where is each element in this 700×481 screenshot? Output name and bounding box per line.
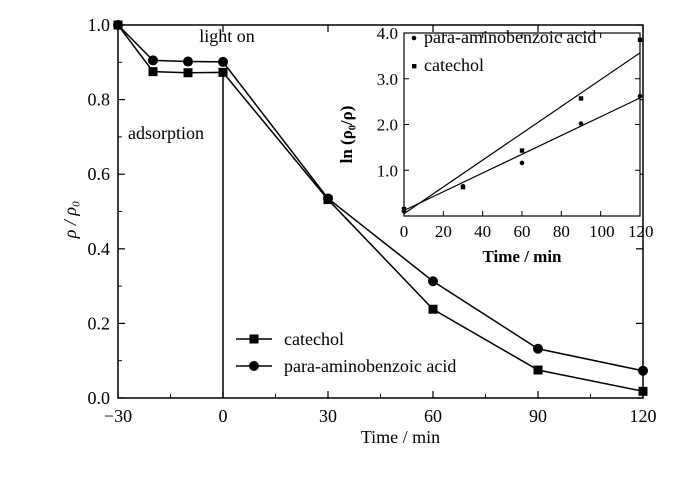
inset-point-catechol <box>637 37 643 43</box>
inset-x-tick-label: 120 <box>628 222 654 241</box>
legend-label: para-aminobenzoic acid <box>284 356 456 376</box>
inset-fit-line-catechol <box>403 52 641 215</box>
inset-fit-line-paba <box>403 97 641 212</box>
inset-point-catechol <box>578 96 584 101</box>
y-tick-label: 0.4 <box>88 239 111 259</box>
y-tick-label: 0.2 <box>88 313 111 333</box>
y-tick-label: 0.8 <box>88 90 111 110</box>
legend-marker-circle <box>249 361 259 371</box>
data-point-catechol <box>148 67 158 77</box>
x-tick-label: 60 <box>424 406 442 426</box>
inset-legend-marker <box>411 35 417 41</box>
inset-x-tick-label: 40 <box>474 222 491 241</box>
data-point-paba <box>323 193 333 204</box>
inset-point-paba <box>519 160 525 166</box>
legend-marker-square <box>249 334 259 344</box>
x-tick-label: 90 <box>529 406 547 426</box>
series-line-paba <box>117 24 644 372</box>
inset-point-paba <box>637 93 643 99</box>
series-line-catechol <box>117 24 644 393</box>
data-point-paba <box>183 56 193 67</box>
inset-x-tick-label: 100 <box>589 222 615 241</box>
data-point-catechol <box>533 365 543 375</box>
y-tick-label: 1.0 <box>88 15 111 35</box>
data-point-catechol <box>218 67 228 77</box>
inset-y-tick-label: 2.0 <box>377 116 398 135</box>
inset-frame <box>403 32 641 217</box>
annotation-light-on: light on <box>199 26 255 46</box>
inset-x-tick-label: 0 <box>400 222 409 241</box>
y-axis-label: ρ / ρ₀ <box>60 201 80 240</box>
data-point-catechol <box>183 68 193 78</box>
data-point-catechol <box>428 304 438 314</box>
inset-point-paba <box>578 121 584 126</box>
inset-x-axis-label: Time / min <box>482 247 562 266</box>
inset-legend-marker <box>412 64 417 69</box>
data-point-paba <box>533 343 543 354</box>
data-point-paba <box>148 55 158 66</box>
annotation-adsorption: adsorption <box>128 123 204 143</box>
data-point-catechol <box>638 386 648 396</box>
data-point-paba <box>638 365 648 376</box>
data-point-paba <box>218 56 228 67</box>
inset-y-tick-label: 1.0 <box>377 161 398 180</box>
y-tick-label: 0.0 <box>88 388 111 408</box>
inset-legend-label: para-aminobenzoic acid <box>424 27 596 47</box>
inset-x-tick-label: 20 <box>435 222 452 241</box>
inset-y-tick-label: 3.0 <box>377 70 398 89</box>
x-tick-label: 120 <box>630 406 657 426</box>
x-tick-label: −30 <box>104 406 132 426</box>
inset-point-catechol <box>519 148 525 153</box>
y-tick-label: 0.6 <box>88 164 111 184</box>
legend-label: catechol <box>284 329 344 349</box>
main-chart: −30 0 30 60 90 120 0.0 0.2 0.4 0.6 0.8 1.0 Time / mi… <box>60 15 657 447</box>
inset-x-tick-label: 80 <box>553 222 570 241</box>
x-tick-label: 30 <box>319 406 337 426</box>
x-axis-label: Time / min <box>361 427 440 447</box>
data-point-paba <box>113 20 123 30</box>
inset-chart: 0 20 40 60 80 100 120 1.0 2.0 3.0 4.0 Time / min ln … <box>337 24 654 266</box>
inset-point-catechol <box>460 184 466 190</box>
inset-y-axis-label: ln (ρ₀/ρ) <box>337 106 356 164</box>
inset-point-catechol <box>401 206 407 212</box>
inset-legend-label: catechol <box>424 55 484 75</box>
x-tick-label: 0 <box>219 406 228 426</box>
inset-x-tick-label: 60 <box>514 222 531 241</box>
inset-y-tick-label: 4.0 <box>377 24 398 43</box>
data-point-paba <box>428 276 438 287</box>
